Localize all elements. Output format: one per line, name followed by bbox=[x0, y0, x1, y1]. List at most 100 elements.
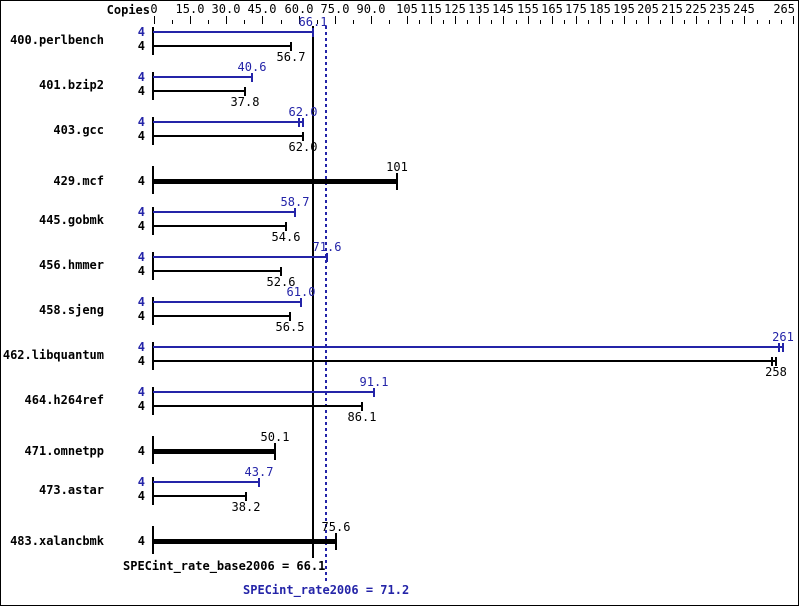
axis-minor-tick bbox=[708, 20, 709, 24]
benchmark-label: 462.libquantum bbox=[2, 348, 104, 362]
axis-tick bbox=[371, 16, 372, 24]
copies-label: 4 bbox=[137, 340, 145, 354]
axis-tick bbox=[696, 16, 697, 24]
bar-end-marker bbox=[290, 42, 292, 51]
benchmark-label: 458.sjeng bbox=[38, 303, 104, 317]
bar-baseline bbox=[152, 297, 154, 325]
benchmark-bar-peak bbox=[153, 121, 303, 123]
axis-tick bbox=[407, 16, 408, 24]
axis-tick bbox=[576, 16, 577, 24]
axis-tick bbox=[431, 16, 432, 24]
benchmark-bar-peak bbox=[153, 76, 252, 78]
axis-tick bbox=[744, 16, 745, 24]
summary-peak-result: SPECint_rate2006 = 71.2 bbox=[243, 583, 410, 597]
axis-tick-label: 165 bbox=[541, 2, 563, 16]
bar-end-marker bbox=[782, 343, 784, 352]
axis-tick-label: 155 bbox=[517, 2, 539, 16]
benchmark-bar-peak bbox=[153, 481, 259, 483]
copies-label: 4 bbox=[137, 174, 145, 188]
axis-minor-tick bbox=[516, 20, 517, 24]
benchmark-bar-peak bbox=[153, 211, 295, 213]
copies-label: 4 bbox=[137, 205, 145, 219]
axis-minor-tick bbox=[636, 20, 637, 24]
axis-tick bbox=[190, 16, 191, 24]
bar-baseline bbox=[152, 252, 154, 280]
benchmark-bar-single bbox=[153, 539, 336, 544]
bar-value-label: 40.6 bbox=[237, 60, 267, 74]
axis-minor-tick bbox=[389, 20, 390, 24]
axis-minor-tick bbox=[317, 20, 318, 24]
bar-end-marker bbox=[251, 73, 253, 82]
benchmark-label: 471.omnetpp bbox=[24, 444, 104, 458]
axis-tick bbox=[552, 16, 553, 24]
axis-tick-label: 235 bbox=[709, 2, 731, 16]
copies-label: 4 bbox=[137, 219, 145, 233]
bar-end-marker bbox=[280, 267, 282, 276]
axis-tick-label: 90.0 bbox=[356, 2, 386, 16]
copies-label: 4 bbox=[137, 129, 145, 143]
axis-minor-tick bbox=[757, 20, 758, 24]
benchmark-label: 400.perlbench bbox=[10, 33, 104, 47]
axis-minor-tick bbox=[172, 20, 173, 24]
axis-minor-tick bbox=[564, 20, 565, 24]
axis-tick bbox=[455, 16, 456, 24]
benchmark-bar-peak bbox=[153, 301, 301, 303]
axis-minor-tick bbox=[208, 20, 209, 24]
axis-tick-label: 75.0 bbox=[320, 2, 350, 16]
axis-minor-tick bbox=[612, 20, 613, 24]
axis-tick bbox=[154, 16, 155, 24]
copies-label: 4 bbox=[137, 295, 145, 309]
axis-tick-label: 60.0 bbox=[284, 2, 314, 16]
axis-tick-label: 205 bbox=[637, 2, 659, 16]
bar-baseline bbox=[152, 117, 154, 145]
axis-tick-label: 145 bbox=[492, 2, 514, 16]
axis-tick-label: 185 bbox=[589, 2, 611, 16]
axis-minor-tick bbox=[781, 20, 782, 24]
benchmark-bar-base bbox=[153, 135, 303, 137]
bar-end-marker bbox=[312, 28, 314, 37]
copies-label: 4 bbox=[137, 354, 145, 368]
bar-end-marker bbox=[361, 402, 363, 411]
bar-value-label: 56.7 bbox=[276, 50, 306, 64]
bar-end-marker bbox=[244, 87, 246, 96]
bar-baseline bbox=[152, 387, 154, 415]
axis-tick-label: 195 bbox=[613, 2, 635, 16]
benchmark-label: 401.bzip2 bbox=[38, 78, 104, 92]
bar-end-marker bbox=[302, 132, 304, 141]
bar-value-label: 71.6 bbox=[312, 240, 342, 254]
axis-tick-label: 30.0 bbox=[211, 2, 241, 16]
axis-tick-label: 0 bbox=[150, 2, 158, 16]
bar-baseline bbox=[152, 207, 154, 235]
axis-minor-tick bbox=[244, 20, 245, 24]
axis-tick-label: 225 bbox=[685, 2, 707, 16]
axis-tick-label: 215 bbox=[661, 2, 683, 16]
mean-line-peak bbox=[325, 26, 327, 582]
benchmark-bar-single bbox=[153, 449, 275, 454]
mean-line-base bbox=[312, 26, 314, 558]
axis-tick-label: 135 bbox=[468, 2, 490, 16]
bar-value-label: 75.6 bbox=[321, 520, 351, 534]
benchmark-bar-peak bbox=[153, 346, 783, 348]
benchmark-bar-base bbox=[153, 405, 362, 407]
bar-value-label: 86.1 bbox=[347, 410, 377, 424]
bar-baseline bbox=[152, 477, 154, 505]
bar-value-label: 38.2 bbox=[231, 500, 261, 514]
bar-value-label: 54.6 bbox=[271, 230, 301, 244]
copies-label: 4 bbox=[137, 264, 145, 278]
copies-label: 4 bbox=[137, 309, 145, 323]
bar-value-label: 50.1 bbox=[260, 430, 290, 444]
axis-tick-label: 105 bbox=[396, 2, 418, 16]
benchmark-bar-base bbox=[153, 270, 281, 272]
bar-end-marker bbox=[335, 533, 337, 550]
axis-minor-tick bbox=[443, 20, 444, 24]
copies-label: 4 bbox=[137, 385, 145, 399]
axis-minor-tick bbox=[419, 20, 420, 24]
bar-end-marker bbox=[294, 208, 296, 217]
axis-minor-tick bbox=[732, 20, 733, 24]
axis-tick-label: 45.0 bbox=[247, 2, 277, 16]
axis-tick bbox=[226, 16, 227, 24]
bar-end-marker bbox=[302, 118, 304, 127]
bar-end-marker bbox=[289, 312, 291, 321]
bar-value-label: 62.0 bbox=[288, 140, 318, 154]
axis-minor-tick bbox=[353, 20, 354, 24]
